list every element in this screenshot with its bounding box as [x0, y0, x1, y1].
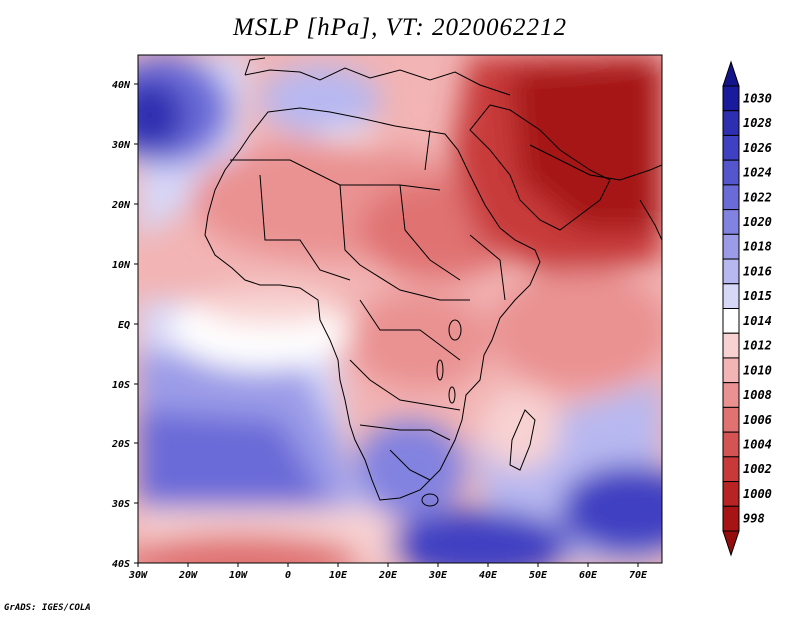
colorbar-level-label: 1018: [743, 240, 772, 254]
colorbar-level-label: 1016: [743, 264, 772, 278]
colorbar-bottom-arrow: [722, 530, 740, 557]
colorbar-level-label: 1002: [743, 462, 772, 476]
coastlines: [204, 57, 662, 507]
colorbar-level-label: 1026: [743, 141, 772, 155]
colorbar-swatch: [722, 357, 740, 384]
colorbar-swatch: [722, 85, 740, 112]
colorbar-level-label: 1014: [743, 314, 772, 328]
lat-label: 20S: [111, 439, 130, 450]
colorbar-swatch: [722, 134, 740, 161]
colorbar-level-label: 1008: [743, 388, 772, 402]
colorbar-swatch: [722, 308, 740, 334]
colorbar-swatch: [722, 233, 740, 260]
colorbar-swatch: [722, 505, 740, 532]
lat-label: 30S: [111, 499, 130, 510]
colorbar-level-label: 998: [743, 512, 765, 526]
colorbar-level-label: 1004: [743, 437, 772, 451]
colorbar-level-label: 1028: [743, 116, 772, 130]
pressure-field: [138, 55, 662, 563]
colorbar-level-label: 1022: [743, 190, 772, 204]
colorbar-swatch: [722, 456, 740, 483]
lon-label: 20W: [178, 570, 198, 581]
lon-label: 70E: [629, 570, 648, 581]
colorbar-swatch: [722, 110, 740, 136]
colorbar-swatch: [722, 209, 740, 235]
plot-frame: [137, 54, 663, 564]
colorbar: 1030 1028 1026 1024 1022 1020 1018 1016 1015 1014…: [722, 60, 772, 557]
colorbar-top-arrow: [722, 60, 740, 87]
lat-label: 40S: [112, 559, 130, 570]
colorbar-swatch: [722, 431, 740, 458]
lat-label: 20N: [111, 200, 131, 211]
grads-credit: GrADS: IGES/COLA: [4, 603, 91, 613]
lon-label: 30W: [128, 570, 148, 581]
colorbar-level-label: 1010: [743, 363, 772, 377]
lon-label: 50E: [529, 570, 548, 581]
colorbar-swatch: [722, 332, 740, 359]
colorbar-level-label: 1015: [743, 289, 772, 303]
colorbar-swatch: [722, 481, 740, 507]
lat-label: 10N: [112, 260, 131, 271]
colorbar-level-label: 1020: [743, 215, 772, 229]
colorbar-swatch: [722, 406, 740, 433]
lat-label: EQ: [118, 320, 130, 331]
map-title: MSLP [hPa], VT: 2020062212: [233, 14, 567, 41]
lon-label: 10W: [229, 570, 248, 581]
axis-ticks: [134, 83, 639, 567]
colorbar-level-label: 1024: [743, 166, 772, 180]
colorbar-level-label: 1030: [743, 91, 772, 105]
lon-label: 10E: [329, 570, 348, 581]
colorbar-swatch: [722, 184, 740, 211]
lon-label: 30E: [428, 570, 448, 581]
lat-label: 30N: [111, 140, 131, 151]
colorbar-level-label: 1000: [743, 487, 772, 501]
colorbar-swatch: [722, 258, 740, 285]
colorbar-level-label: 1006: [743, 413, 772, 427]
lon-label: 20E: [378, 570, 398, 581]
colorbar-swatch: [722, 283, 740, 309]
lon-label: 40E: [479, 570, 498, 581]
colorbar-swatch: [722, 159, 740, 186]
lat-label: 10S: [112, 380, 130, 391]
colorbar-level-label: 1012: [743, 339, 772, 353]
colorbar-swatch: [722, 382, 740, 408]
lon-label: 60E: [579, 570, 598, 581]
lat-label: 40N: [112, 80, 131, 91]
lon-label: 0: [285, 570, 291, 581]
